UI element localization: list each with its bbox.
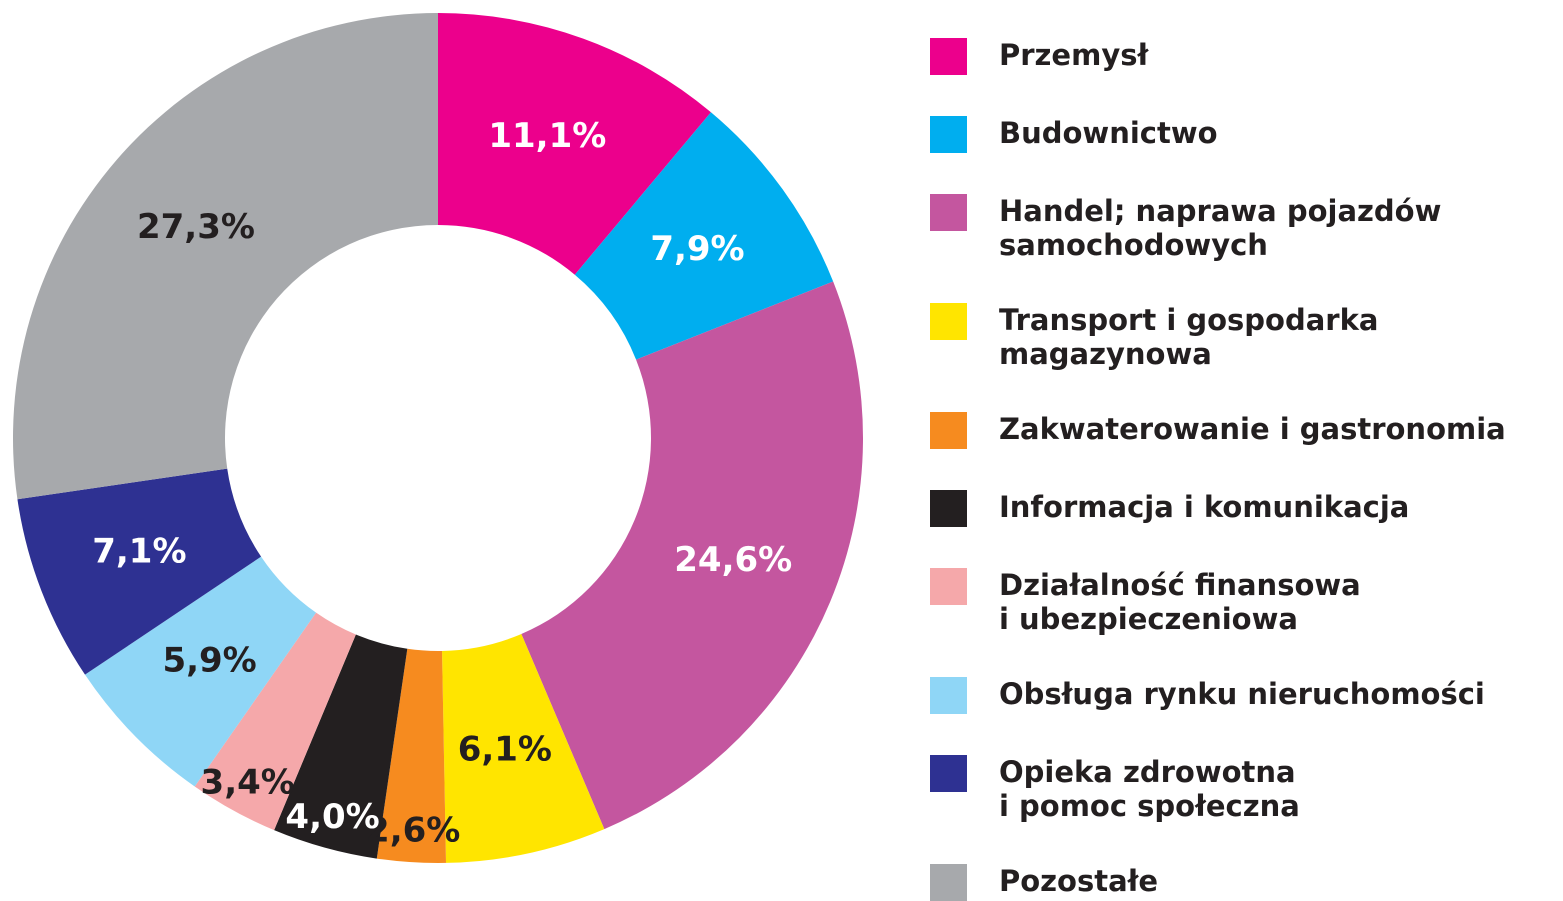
legend-swatch [930,38,967,75]
data-label: 24,6% [674,540,792,580]
legend-label: Działalność finansowa i ubezpieczeniowa [999,568,1361,636]
legend-item: Budownictwo [930,116,1506,153]
legend-swatch [930,677,967,714]
legend-swatch [930,755,967,792]
slice [521,281,864,830]
data-label: 4,0% [285,797,379,837]
data-label: 6,1% [458,729,552,769]
slice [442,634,605,863]
legend-label: Przemysł [999,38,1149,72]
legend-swatch [930,194,967,231]
data-label: 7,1% [92,531,186,571]
legend-item: Obsługa rynku nieruchomości [930,677,1506,714]
legend: Przemysł Budownictwo Handel; naprawa pojaz… [930,38,1506,901]
legend-label: Opieka zdrowotna i pomoc społeczna [999,755,1300,823]
slice [274,634,408,859]
legend-item: Przemysł [930,38,1506,75]
legend-item: Opieka zdrowotna i pomoc społeczna [930,755,1506,823]
legend-label: Budownictwo [999,116,1218,150]
chart: 11,1% 7,9% 24,6% 6,1% 2,6%4,0%3,4% 5,9% 7,1% 27… [13,13,864,863]
legend-swatch [930,568,967,605]
slice [17,468,262,675]
legend-item: Zakwaterowanie i gastronomia [930,412,1506,449]
slice [376,648,447,863]
legend-item: Informacja i komunikacja [930,490,1506,527]
legend-item: Pozostałe [930,864,1506,901]
legend-label: Informacja i komunikacja [999,490,1410,524]
legend-swatch [930,864,967,901]
slice [194,612,356,831]
legend-item: Transport i gospodarka magazynowa [930,303,1506,371]
legend-item: Działalność finansowa i ubezpieczeniowa [930,568,1506,636]
legend-swatch [930,303,967,340]
legend-label: Handel; naprawa pojazdów samochodowych [999,194,1442,262]
slice [574,112,834,360]
legend-swatch [930,412,967,449]
legend-item: Handel; naprawa pojazdów samochodowych [930,194,1506,262]
slice [438,13,711,275]
legend-swatch [930,116,967,153]
data-label: 7,9% [650,229,744,269]
data-label: 27,3% [137,207,255,247]
data-label: 5,9% [162,641,256,681]
slice [13,13,439,500]
slice [84,556,317,787]
data-label: 3,4% [201,763,295,803]
legend-swatch [930,490,967,527]
page: 11,1% 7,9% 24,6% 6,1% 2,6% 4,0% 3,4% 5,9% 7,1% 27… [13,13,1506,901]
legend-label: Zakwaterowanie i gastronomia [999,412,1506,446]
data-label: 2,6% [366,811,460,851]
legend-label: Transport i gospodarka magazynowa [999,303,1379,371]
data-label: 11,1% [488,116,606,156]
legend-label: Obsługa rynku nieruchomości [999,677,1485,711]
legend-label: Pozostałe [999,864,1159,898]
